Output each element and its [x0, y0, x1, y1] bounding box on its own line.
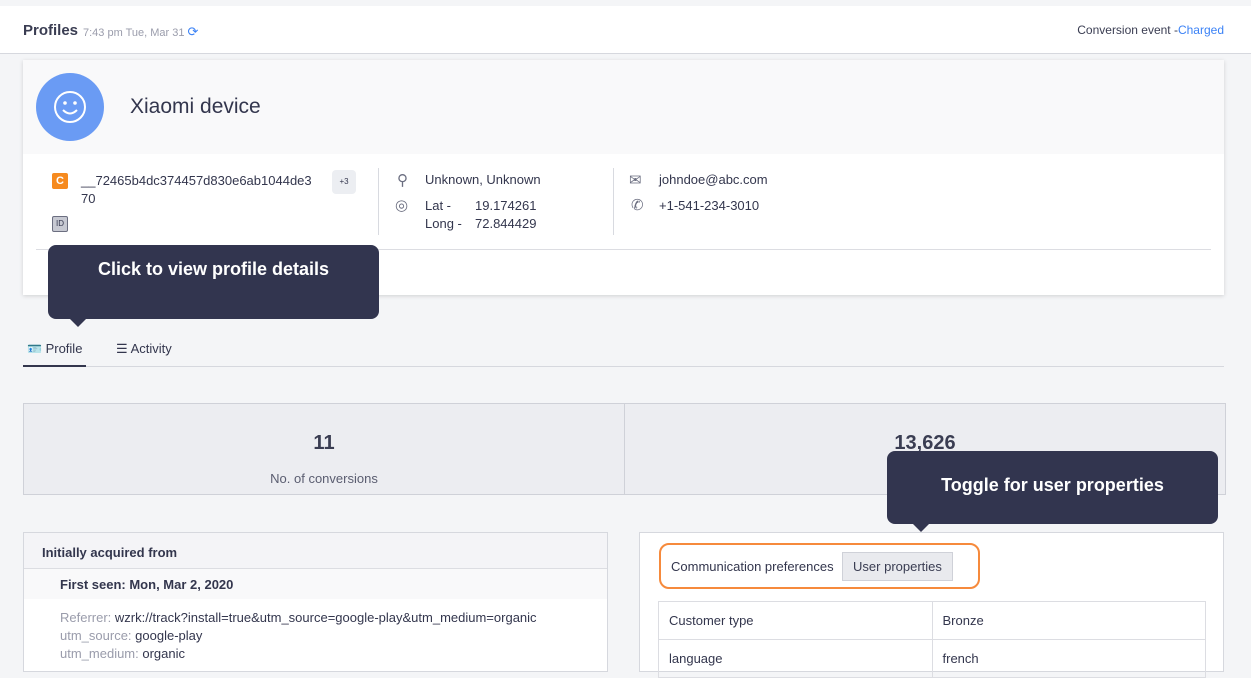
stat-value: 11: [313, 432, 335, 454]
lat-label: Lat -: [425, 198, 452, 213]
stat-conversions: 11 No. of conversions: [24, 404, 625, 494]
tab-activity-label: Activity: [130, 341, 172, 356]
property-key: language: [658, 639, 933, 678]
divider: [613, 168, 614, 235]
tab-activity[interactable]: ☰ Activity: [116, 341, 172, 357]
page-title: Profiles: [23, 22, 79, 39]
conversion-event-link[interactable]: Charged: [1177, 23, 1224, 37]
refresh-icon[interactable]: ⟳: [187, 24, 199, 39]
conversion-event: Conversion event -Charged: [1077, 23, 1224, 37]
compass-icon: ◎: [395, 197, 409, 214]
more-identities-button[interactable]: +3: [332, 170, 356, 194]
profile-header: Xiaomi device: [23, 60, 1224, 154]
utm-source-row: utm_source: google-play: [60, 627, 571, 645]
toggle-user-properties[interactable]: User properties: [842, 552, 953, 581]
identity-c-badge: C: [52, 173, 68, 189]
identity-text-cont: 70: [81, 191, 96, 206]
properties-table: Customer type Bronze language french: [658, 601, 1206, 678]
acquisition-title: Initially acquired from: [24, 533, 607, 569]
list-icon: ☰: [116, 341, 128, 356]
row-value: google-play: [135, 628, 203, 643]
phone-icon: ✆: [631, 197, 644, 214]
timestamp-text: 7:43 pm Tue, Mar 31: [83, 27, 185, 39]
row-key: utm_source:: [60, 628, 132, 643]
profile-card-icon: 🪪: [27, 342, 42, 356]
location-pin-icon: ⚲: [397, 172, 408, 189]
property-value: Bronze: [931, 601, 1206, 640]
avatar: [36, 73, 104, 141]
lat-value: 19.174261: [475, 198, 537, 213]
conversion-label: Conversion event -: [1077, 23, 1178, 37]
location: Unknown, Unknown: [425, 172, 541, 187]
table-row: language french: [658, 639, 1206, 678]
row-value: organic: [142, 646, 186, 661]
tooltip-profile: Click to view profile details: [48, 245, 379, 327]
tab-profile[interactable]: 🪪 Profile: [23, 341, 87, 367]
email-icon: ✉: [629, 172, 642, 189]
profile-name: Xiaomi device: [130, 95, 261, 118]
property-value: french: [931, 639, 1206, 678]
stat-value: 13,626: [894, 432, 956, 454]
email: johndoe@abc.com: [659, 172, 768, 187]
properties-toggle: Communication preferences User propertie…: [659, 543, 980, 589]
divider: [378, 168, 379, 235]
phone: +1-541-234-3010: [659, 198, 760, 213]
tooltip-toggle: Toggle for user properties: [887, 451, 1218, 532]
toggle-communication-preferences[interactable]: Communication preferences: [671, 559, 834, 574]
smiley-icon: [54, 91, 86, 123]
table-row: Customer type Bronze: [658, 601, 1206, 640]
id-badge: ID: [52, 216, 68, 232]
utm-medium-row: utm_medium: organic: [60, 645, 571, 663]
long-value: 72.844429: [475, 216, 537, 231]
row-value: wzrk://track?install=true&utm_source=goo…: [114, 610, 537, 625]
properties-panel: Communication preferences User propertie…: [639, 532, 1224, 678]
profile-tabs: 🪪 Profile ☰ Activity: [23, 336, 1224, 367]
long-label: Long -: [425, 216, 462, 231]
timestamp: 7:43 pm Tue, Mar 31 ⟳: [83, 24, 198, 40]
row-key: utm_medium:: [60, 646, 139, 661]
first-seen: First seen: Mon, Mar 2, 2020: [24, 569, 607, 599]
identity-text: __72465b4dc374457d830e6ab1044de3: [81, 173, 312, 188]
identity: __72465b4dc374457d830e6ab1044de3 70: [81, 172, 312, 208]
property-key: Customer type: [658, 601, 933, 640]
stat-label: No. of conversions: [270, 471, 378, 486]
divider: [36, 249, 1211, 250]
top-bar: Profiles 7:43 pm Tue, Mar 31 ⟳ Conversion…: [0, 6, 1251, 54]
coordinates: Lat - 19.174261 Long - 72.844429: [425, 197, 536, 233]
tab-profile-label: Profile: [45, 341, 83, 356]
row-key: Referrer:: [60, 610, 112, 625]
referrer-row: Referrer: wzrk://track?install=true&utm_…: [60, 609, 571, 627]
acquisition-panel: Initially acquired from First seen: Mon,…: [23, 532, 608, 672]
